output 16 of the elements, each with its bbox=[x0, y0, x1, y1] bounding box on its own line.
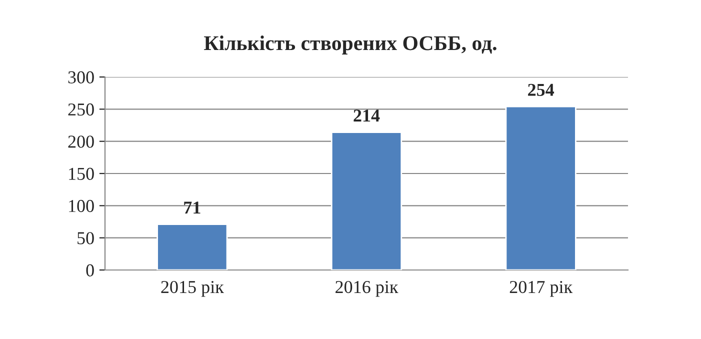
x-tick-label: 2016 рік bbox=[336, 280, 398, 297]
x-tick-label: 2017 рік bbox=[510, 280, 573, 297]
bar bbox=[505, 106, 576, 270]
y-tick-label: 200 bbox=[68, 136, 94, 148]
x-tick-label: 2015 рік bbox=[161, 280, 224, 297]
y-tick-label: 250 bbox=[68, 103, 94, 116]
bar bbox=[156, 224, 228, 270]
bar bbox=[330, 132, 402, 270]
y-tick-label: 0 bbox=[86, 264, 94, 276]
y-tick-label: 50 bbox=[78, 232, 94, 244]
y-tick-label: 300 bbox=[68, 71, 94, 84]
data-label: 254 bbox=[528, 84, 554, 96]
y-tick-label: 150 bbox=[69, 168, 94, 180]
chart-title: Кількість створених ОСББ, од. bbox=[204, 36, 496, 54]
y-tick-label: 100 bbox=[69, 200, 94, 212]
data-label: 214 bbox=[354, 110, 380, 122]
